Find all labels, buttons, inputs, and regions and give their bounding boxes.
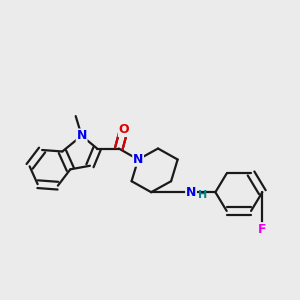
Text: N: N <box>186 186 196 199</box>
Text: O: O <box>118 123 129 136</box>
Text: N: N <box>76 129 87 142</box>
Text: N: N <box>133 153 143 166</box>
Text: F: F <box>258 223 267 236</box>
Text: H: H <box>198 190 208 200</box>
